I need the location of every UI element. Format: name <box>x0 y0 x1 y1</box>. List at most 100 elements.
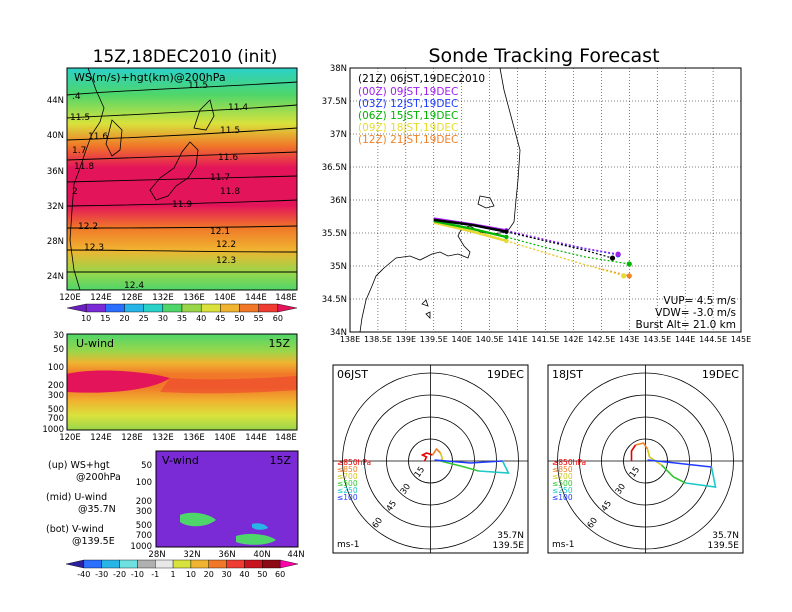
track-series-ascent <box>433 221 507 243</box>
hodograph-ring-label: 45 <box>385 499 399 514</box>
xtick-label: 148E <box>275 433 297 443</box>
note-line: @200hPa <box>76 472 121 483</box>
colorbar-label: -30 <box>95 570 108 579</box>
ytick-label: 300 <box>48 391 64 401</box>
track-series-descent <box>506 236 630 265</box>
xtick-label: 132E <box>152 433 174 443</box>
hodograph-trace <box>420 452 433 462</box>
hodograph-rings <box>333 365 528 553</box>
colorbar-cell <box>101 559 120 569</box>
contour-label: 11.9 <box>172 200 192 210</box>
ws-colorbar: 10 15 20 25 30 35 40 45 50 55 60 <box>66 303 298 323</box>
hodograph-lon: 139.5E <box>493 541 525 551</box>
ytick-label: 50 <box>141 461 152 471</box>
vwind-patch <box>236 533 276 545</box>
xtick-label: 138E <box>340 335 360 344</box>
colorbar-cell <box>83 559 102 569</box>
xtick-label: 32N <box>183 550 200 560</box>
colorbar-label: 60 <box>273 314 283 323</box>
colorbar-cell <box>200 303 221 313</box>
track-map-coastline <box>359 67 521 333</box>
xtick-label: 36N <box>218 550 235 560</box>
xtick-label: 40N <box>253 550 270 560</box>
ytick-label: 50 <box>53 345 64 355</box>
colorbar-cell <box>208 559 227 569</box>
xtick-label: 140.5E <box>476 335 504 344</box>
ytick-label: 700 <box>48 414 64 424</box>
contour-label: 12.3 <box>84 243 104 253</box>
ytick-label: 28N <box>47 237 64 247</box>
track-lines <box>433 217 632 279</box>
contour-label: 11.4 <box>228 103 248 113</box>
track-legend-item: (09Z) 18JST,19DEC <box>358 122 458 134</box>
colorbar-label: -1 <box>151 570 159 579</box>
ws-map-contours <box>66 81 298 273</box>
track-burst-point <box>504 229 509 234</box>
hodograph-level-label: ≤700 <box>552 472 573 481</box>
contour-label: 12.1 <box>210 227 230 237</box>
vwind-patch <box>180 512 216 527</box>
xtick-label: 142E <box>563 335 583 344</box>
hodograph-trace <box>478 460 510 474</box>
xtick-label: 139E <box>396 335 416 344</box>
note-line: @139.5E <box>72 536 115 547</box>
track-landing-point <box>615 251 621 257</box>
ytick-label: 24N <box>47 272 64 282</box>
track-landing-point <box>626 261 632 267</box>
contour-label: 2 <box>72 187 78 197</box>
track-legend-item: (00Z) 09JST,19DEC <box>358 86 458 98</box>
ytick-label: 34.5N <box>322 295 347 305</box>
xtick-label: 142.5E <box>587 335 615 344</box>
hodograph-lat: 35.7N <box>497 531 524 541</box>
xtick-label: 144E <box>675 335 695 344</box>
ytick-label: 30 <box>53 331 64 341</box>
track-landing-point <box>621 273 627 279</box>
track-legend-item: (12Z) 21JST,19DEC <box>358 134 458 146</box>
colorbar-cell <box>172 559 192 569</box>
colorbar-cell <box>244 559 263 569</box>
vwind-field <box>156 451 298 547</box>
colorbar-cell <box>181 303 202 313</box>
xtick-label: 148E <box>275 293 297 303</box>
contour-label: 12.2 <box>78 222 98 232</box>
hodograph-ring-label: 30 <box>614 482 628 497</box>
uwind-time: 15Z <box>268 337 290 350</box>
ytick-label: 700 <box>136 531 152 541</box>
xtick-label: 44N <box>287 550 304 560</box>
vwind-patch <box>252 523 268 530</box>
colorbar-label: -20 <box>113 570 126 579</box>
hodograph-level-label: ≤250 <box>552 486 573 495</box>
vwind-yticks: 50 100 200 300 500 700 1000 <box>130 461 152 552</box>
contour-label: 12.3 <box>216 256 236 266</box>
hodograph-time-label: 06JST <box>337 368 368 381</box>
ytick-label: 34N <box>330 328 347 338</box>
hodograph-level-label: ≤850 <box>552 465 573 474</box>
xtick-label: 144.5E <box>699 335 727 344</box>
left-title: 15Z,18DEC2010 (init) <box>93 47 278 67</box>
xtick-label: 128E <box>121 293 143 303</box>
hodograph-level-label: ≤700 <box>337 472 358 481</box>
track-yticks: 38N 37.5N 37N 36.5N 36N 35.5N 35N 34.5N 34N <box>322 64 347 338</box>
hodograph-frame <box>547 364 744 554</box>
note-line: (bot) V-wind <box>46 524 104 535</box>
colorbar-cell <box>65 559 85 569</box>
ws-map-panel: 11.5 11.4 11.5 11.6 11.7 11.8 11.9 12.1 … <box>47 67 298 323</box>
ytick-label: 1000 <box>42 425 64 435</box>
colorbar-label: 35 <box>177 314 187 323</box>
colorbar-cell <box>220 303 240 313</box>
hodograph-time-label: 18JST <box>552 368 583 381</box>
xtick-label: 120E <box>59 433 81 443</box>
ytick-label: 100 <box>48 363 64 373</box>
ytick-label: 100 <box>136 478 152 488</box>
hodograph-lat: 35.7N <box>712 531 739 541</box>
hodograph-trace <box>660 464 686 484</box>
colorbar-cell <box>85 303 106 313</box>
hodograph-level-label: ≤850 <box>337 465 358 474</box>
colorbar-cell <box>190 559 209 569</box>
vwind-colorbar: -40 -30 -20 -10 -1 1 10 20 30 40 50 60 <box>65 559 299 579</box>
colorbar-label: 50 <box>257 570 267 579</box>
track-legend-item: (06Z) 15JST,19DEC <box>358 110 458 122</box>
ytick-label: 37.5N <box>322 97 347 107</box>
